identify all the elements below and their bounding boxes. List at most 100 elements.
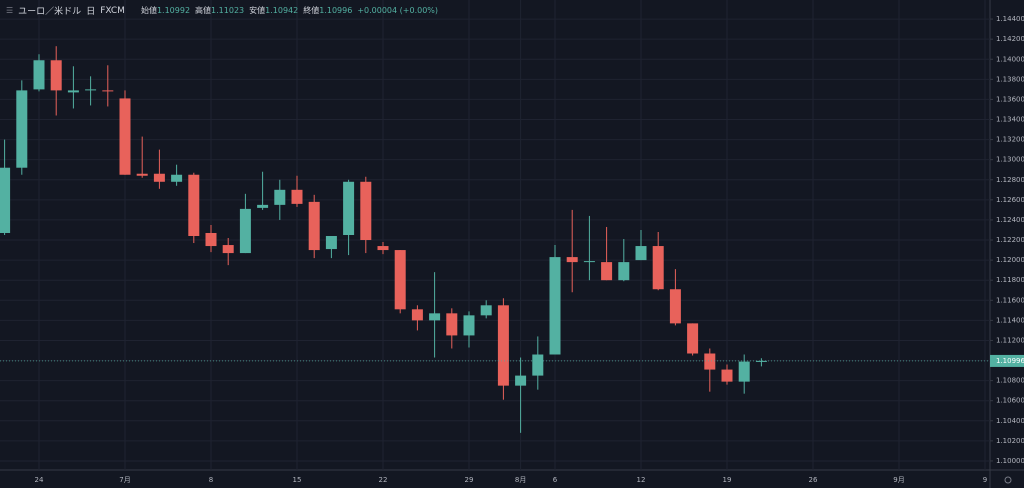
x-tick-label: 6 <box>553 476 558 484</box>
candle-body <box>16 90 28 168</box>
candle-body <box>239 208 251 254</box>
candle-body <box>136 173 148 176</box>
y-tick-label: 1.13600 <box>996 95 1024 103</box>
x-tick-label: 24 <box>35 476 44 484</box>
y-tick-label: 1.13000 <box>996 156 1024 164</box>
ohlc-value: 1.11023 <box>211 6 245 15</box>
x-tick-label: 15 <box>293 476 302 484</box>
candle-body <box>618 262 630 281</box>
candle-body <box>274 189 286 205</box>
interval[interactable]: 日 <box>86 7 96 17</box>
symbol[interactable]: ユーロ／米ドル <box>18 7 82 17</box>
candle-body <box>50 60 62 91</box>
x-tick-label: 8 <box>209 476 213 484</box>
y-tick-label: 1.12200 <box>996 236 1024 244</box>
x-tick-label: 22 <box>379 476 388 484</box>
candle-body <box>583 261 595 263</box>
candle-body <box>377 246 389 251</box>
last-price-label: 1.10996 <box>996 357 1024 365</box>
candle-body <box>291 189 303 204</box>
candle-body <box>635 246 647 261</box>
candle-body <box>222 245 234 254</box>
y-tick-label: 1.12600 <box>996 196 1024 204</box>
ohlc-value: 1.10996 <box>319 6 353 15</box>
candle-body <box>85 89 97 91</box>
candle-body <box>549 257 561 355</box>
candle-body <box>566 257 578 263</box>
candle-body <box>497 305 509 386</box>
source: FXCM <box>100 5 125 16</box>
y-tick-label: 1.11400 <box>996 316 1024 324</box>
x-tick-label: 12 <box>637 476 646 484</box>
y-tick-label: 1.12000 <box>996 256 1024 264</box>
y-tick-label: 1.11600 <box>996 296 1024 304</box>
candle-body <box>102 90 114 92</box>
candle-body <box>343 181 355 235</box>
y-tick-label: 1.10000 <box>996 457 1024 465</box>
candle-body <box>33 60 45 90</box>
ohlc-label: 高値 <box>195 6 212 15</box>
ohlc-value: 1.10942 <box>265 6 299 15</box>
candle-body <box>67 90 79 93</box>
y-tick-label: 1.10200 <box>996 437 1024 445</box>
change: +0.00004 (+0.00%) <box>357 6 439 15</box>
candle-body <box>0 167 11 233</box>
candle-body <box>429 313 441 321</box>
y-tick-label: 1.13800 <box>996 75 1024 83</box>
candle-body <box>119 98 131 175</box>
candle-body <box>687 323 699 354</box>
candle-body <box>515 375 527 386</box>
x-tick-label: 19 <box>723 476 732 484</box>
candle-body <box>257 204 269 208</box>
candle-body <box>601 262 613 281</box>
candle-body <box>308 201 320 251</box>
candle-body <box>480 305 492 316</box>
candle-body <box>446 313 458 336</box>
legend: ☰ ユーロ／米ドル 日 FXCM 始値1.10992 高値1.11023 安値1… <box>6 4 439 18</box>
candle-body <box>532 354 544 376</box>
y-tick-label: 1.14400 <box>996 15 1024 23</box>
candle-body <box>325 236 337 250</box>
candle-body <box>704 353 716 370</box>
x-tick-label: 9 <box>983 476 987 484</box>
y-tick-label: 1.10400 <box>996 417 1024 425</box>
x-tick-label: 26 <box>809 476 818 484</box>
candle-body <box>738 361 750 382</box>
candle-body <box>205 232 217 247</box>
candle-body <box>721 369 733 382</box>
last-price-tag <box>990 354 1024 367</box>
candle-body <box>669 289 681 324</box>
y-tick-label: 1.10600 <box>996 397 1024 405</box>
y-tick-label: 1.13200 <box>996 136 1024 144</box>
candle-body <box>188 174 200 237</box>
menu-icon[interactable]: ☰ <box>6 6 14 15</box>
candle-body <box>171 174 183 182</box>
candle-body <box>394 250 406 310</box>
x-tick-label: 7月 <box>119 476 130 484</box>
x-tick-label: 8月 <box>515 476 526 484</box>
y-tick-label: 1.14000 <box>996 55 1024 63</box>
x-tick-label: 29 <box>465 476 474 484</box>
candle-body <box>360 181 372 241</box>
candle-body <box>153 173 165 182</box>
candle-body <box>411 309 423 321</box>
candle-body <box>652 246 664 290</box>
y-tick-label: 1.11200 <box>996 336 1024 344</box>
y-tick-label: 1.13400 <box>996 116 1024 124</box>
y-tick-label: 1.14200 <box>996 35 1024 43</box>
ohlc-label: 安値 <box>249 6 266 15</box>
y-tick-label: 1.11800 <box>996 276 1024 284</box>
settings-icon[interactable] <box>1004 476 1012 484</box>
y-tick-label: 1.12400 <box>996 216 1024 224</box>
candle-body <box>463 315 475 336</box>
ohlc-label: 終値 <box>303 6 320 15</box>
y-tick-label: 1.10800 <box>996 377 1024 385</box>
x-tick-label: 9月 <box>893 476 904 484</box>
ohlc-label: 始値 <box>140 6 157 15</box>
candle-body <box>755 360 767 362</box>
ohlc-value: 1.10992 <box>156 6 191 15</box>
y-tick-label: 1.12800 <box>996 176 1024 184</box>
